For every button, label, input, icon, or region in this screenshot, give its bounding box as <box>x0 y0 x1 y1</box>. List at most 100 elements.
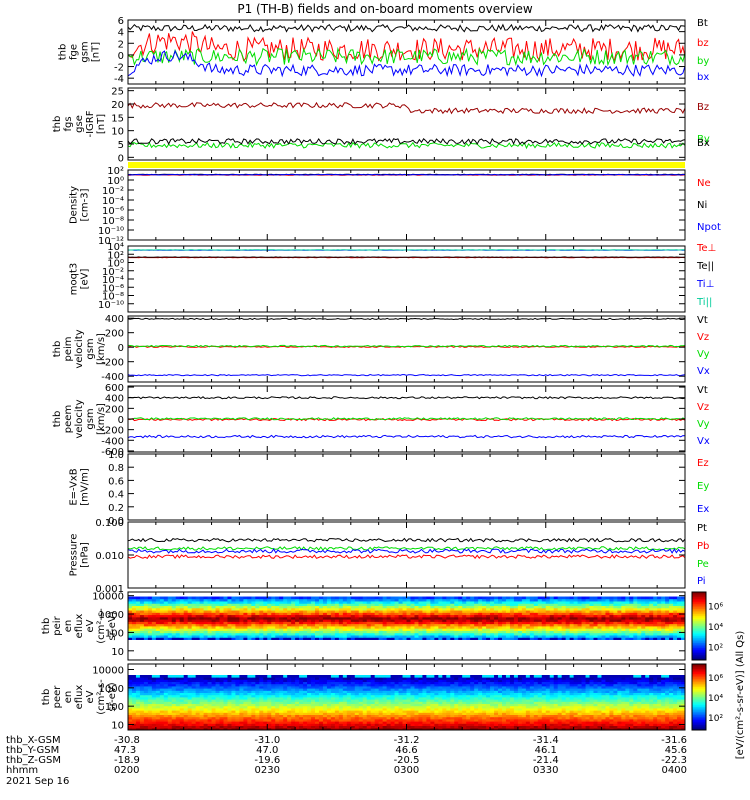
heatmap-cell <box>597 614 602 618</box>
y-tick-label: 10⁻¹² <box>98 236 124 247</box>
heatmap-cell <box>366 716 372 720</box>
heatmap-cell <box>601 621 606 625</box>
heatmap-cell <box>155 601 161 604</box>
heatmap-cell <box>490 703 495 707</box>
heatmap-cell <box>470 632 475 636</box>
heatmap-cell <box>498 716 503 720</box>
heatmap-cell <box>577 705 582 709</box>
heatmap-cell <box>263 621 268 625</box>
heatmap-cell <box>533 635 539 638</box>
heatmap-cell <box>227 712 232 715</box>
heatmap-cell <box>239 628 244 631</box>
heatmap-cell <box>466 621 471 625</box>
heatmap-cell <box>418 605 423 609</box>
heatmap-cell <box>275 725 280 729</box>
heatmap-cell <box>211 605 216 609</box>
heatmap-cell <box>171 721 177 724</box>
heatmap-cell <box>525 714 531 718</box>
heatmap-cell <box>430 607 435 611</box>
heatmap-cell <box>402 716 407 720</box>
heatmap-cell <box>398 619 403 622</box>
heatmap-cell <box>617 621 622 625</box>
heatmap-cell <box>454 635 459 638</box>
heatmap-cell <box>466 628 471 631</box>
heatmap-cell <box>414 621 419 625</box>
heatmap-cell <box>545 630 551 634</box>
heatmap-cell <box>131 703 137 707</box>
heatmap-cell <box>577 723 582 726</box>
heatmap-cell <box>529 725 535 729</box>
heatmap-cell <box>573 723 578 726</box>
heatmap-cell <box>326 603 332 606</box>
heatmap-cell <box>199 612 204 616</box>
heatmap-cell <box>681 727 686 731</box>
heatmap-cell <box>135 616 141 620</box>
heatmap-cell <box>665 705 670 709</box>
heatmap-cell <box>378 637 384 640</box>
heatmap-cell <box>354 723 360 726</box>
heatmap-cell <box>235 727 240 731</box>
heatmap-cell <box>175 610 181 613</box>
series-line-Pe <box>127 546 686 551</box>
heatmap-cell <box>215 598 220 602</box>
heatmap-cell <box>533 712 539 715</box>
heatmap-cell <box>334 714 340 718</box>
heatmap-cell <box>641 632 646 636</box>
heatmap-cell <box>326 632 332 636</box>
heatmap-cell <box>271 710 276 713</box>
heatmap-cell <box>139 705 145 709</box>
heatmap-cell <box>454 721 459 724</box>
heatmap-cell <box>525 605 531 609</box>
heatmap-cell <box>187 605 193 609</box>
heatmap-cell <box>533 714 539 718</box>
heatmap-cell <box>478 612 483 616</box>
heatmap-cell <box>275 628 280 631</box>
heatmap-cell <box>390 616 395 620</box>
heatmap-cell <box>326 612 332 616</box>
heatmap-cell <box>338 628 344 631</box>
heatmap-cell <box>438 712 443 715</box>
heatmap-cell <box>653 616 658 620</box>
heatmap-cell <box>450 714 455 718</box>
heatmap-cell <box>354 605 360 609</box>
heatmap-cell <box>259 727 264 731</box>
heatmap-cell <box>462 605 467 609</box>
heatmap-cell <box>199 637 204 640</box>
heatmap-cell <box>537 628 543 631</box>
heatmap-cell <box>681 619 686 622</box>
heatmap-cell <box>326 637 332 640</box>
heatmap-cell <box>163 616 169 620</box>
heatmap-cell <box>581 719 586 722</box>
heatmap-cell <box>498 612 503 616</box>
heatmap-cell <box>267 623 272 627</box>
heatmap-cell <box>609 632 614 636</box>
heatmap-cell <box>151 621 157 625</box>
heatmap-cell <box>669 705 674 709</box>
heatmap-cell <box>219 637 224 640</box>
heatmap-cell <box>195 605 201 609</box>
heatmap-cell <box>227 635 232 638</box>
heatmap-cell <box>494 721 499 724</box>
heatmap-cell <box>167 605 173 609</box>
heatmap-cell <box>669 616 674 620</box>
heatmap-cell <box>462 712 467 715</box>
heatmap-cell <box>597 623 602 627</box>
heatmap-cell <box>163 723 169 726</box>
heatmap-cell <box>589 601 594 604</box>
heatmap-cell <box>446 619 451 622</box>
heatmap-cell <box>438 598 443 602</box>
heatmap-cell <box>207 616 212 620</box>
y-axis-label-line: fgs <box>63 116 74 131</box>
heatmap-cell <box>251 616 256 620</box>
heatmap-cell <box>231 708 236 711</box>
heatmap-cell <box>597 703 602 707</box>
heatmap-cell <box>163 712 169 715</box>
heatmap-cell <box>553 703 559 707</box>
heatmap-cell <box>561 712 567 715</box>
heatmap-cell <box>251 621 256 625</box>
heatmap-cell <box>139 601 145 604</box>
heatmap-cell <box>247 703 252 707</box>
heatmap-cell <box>358 607 364 611</box>
heatmap-cell <box>334 607 340 611</box>
heatmap-cell <box>398 632 403 636</box>
